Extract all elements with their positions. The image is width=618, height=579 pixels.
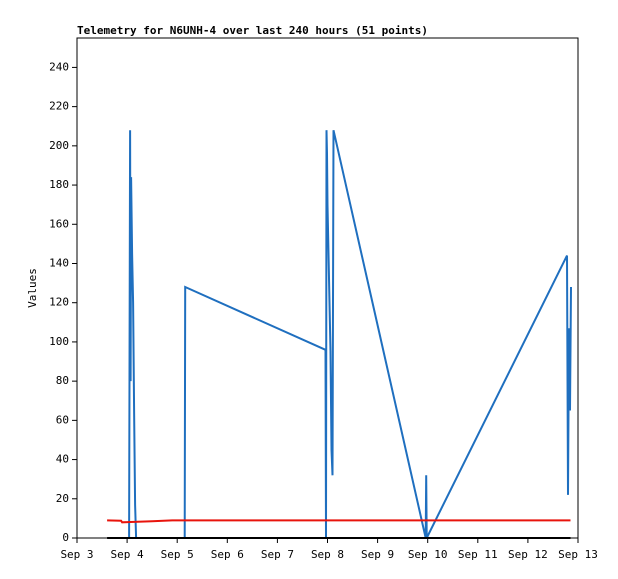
y-tick-label: 80 [56, 374, 69, 387]
x-tick-label: Sep 3 [60, 548, 93, 561]
y-tick-label: 0 [62, 531, 69, 544]
x-tick-label: Sep 8 [311, 548, 344, 561]
chart-title: Telemetry for N6UNH-4 over last 240 hour… [77, 24, 428, 37]
y-tick-label: 140 [49, 256, 69, 269]
y-tick-label: 40 [56, 453, 69, 466]
x-tick-label: Sep 13 [558, 548, 598, 561]
y-tick-label: 240 [49, 60, 69, 73]
y-axis-label: Values [26, 268, 39, 308]
y-tick-label: 200 [49, 139, 69, 152]
x-tick-label: Sep 6 [211, 548, 244, 561]
x-tick-label: Sep 4 [111, 548, 144, 561]
y-tick-label: 160 [49, 217, 69, 230]
x-tick-label: Sep 12 [508, 548, 548, 561]
x-tick-label: Sep 10 [408, 548, 448, 561]
y-tick-label: 100 [49, 335, 69, 348]
x-tick-label: Sep 11 [458, 548, 498, 561]
y-tick-label: 20 [56, 492, 69, 505]
x-tick-label: Sep 5 [161, 548, 194, 561]
y-tick-label: 60 [56, 413, 69, 426]
plot-frame [76, 37, 579, 539]
y-tick-label: 180 [49, 178, 69, 191]
x-tick-label: Sep 7 [261, 548, 294, 561]
y-tick-label: 220 [49, 100, 69, 113]
x-tick-label: Sep 9 [361, 548, 394, 561]
series-line [107, 519, 571, 524]
series-line [128, 129, 572, 539]
y-tick-label: 120 [49, 296, 69, 309]
